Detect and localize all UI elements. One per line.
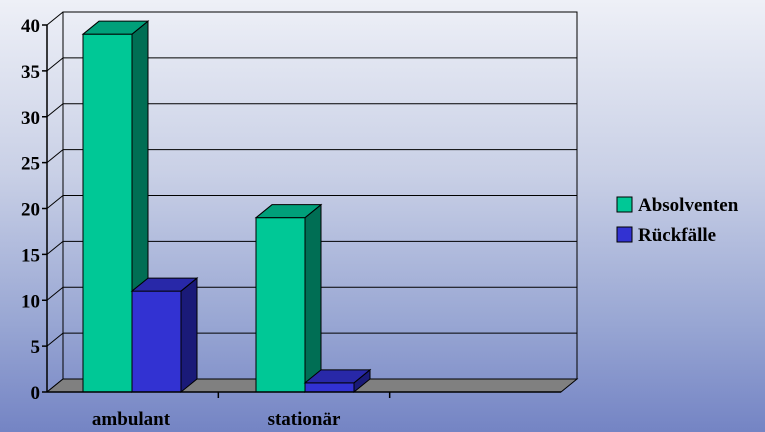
- bars: [81, 20, 372, 394]
- y-tick-label: 25: [21, 154, 40, 175]
- legend-label: Rückfälle: [638, 225, 716, 246]
- legend-label: Absolventen: [638, 195, 739, 216]
- side-grid: [46, 195, 64, 209]
- bar-side: [180, 277, 198, 394]
- x-tick-label: stationär: [268, 409, 341, 430]
- bar-front: [304, 382, 355, 393]
- bar: [303, 368, 372, 394]
- y-tick-label: 15: [21, 245, 40, 266]
- side-grid: [46, 103, 64, 118]
- y-tick-label: 5: [31, 337, 41, 358]
- side-grid: [46, 149, 64, 164]
- bar-top: [254, 204, 323, 219]
- side-grid: [46, 57, 64, 72]
- y-tick-label: 40: [21, 16, 40, 37]
- bar-front: [255, 217, 306, 393]
- bar-front: [131, 290, 182, 393]
- bar-side: [304, 203, 322, 394]
- bar-top: [81, 20, 150, 35]
- y-tick-label: 30: [21, 108, 40, 129]
- side-grid: [46, 332, 64, 347]
- bar-top: [303, 369, 372, 384]
- side-grid: [46, 11, 64, 26]
- side-grid: [46, 240, 64, 255]
- bar-top: [130, 277, 199, 292]
- y-tick-label: 35: [21, 62, 40, 83]
- y-tick-label: 0: [31, 383, 41, 404]
- y-tick-label: 10: [21, 291, 40, 312]
- legend: Absolventen Rückfälle: [616, 195, 739, 246]
- y-tick-label: 20: [21, 200, 40, 221]
- bar: [130, 277, 199, 394]
- legend-swatch: [616, 196, 633, 213]
- legend-swatch: [616, 226, 633, 243]
- bar: [254, 203, 323, 394]
- side-grid: [46, 286, 64, 301]
- x-tick-label: ambulant: [92, 409, 171, 430]
- bar-front: [82, 33, 133, 393]
- axes: 0 5 10 15 20 25 30 35 40 ambulant stationär: [21, 16, 561, 430]
